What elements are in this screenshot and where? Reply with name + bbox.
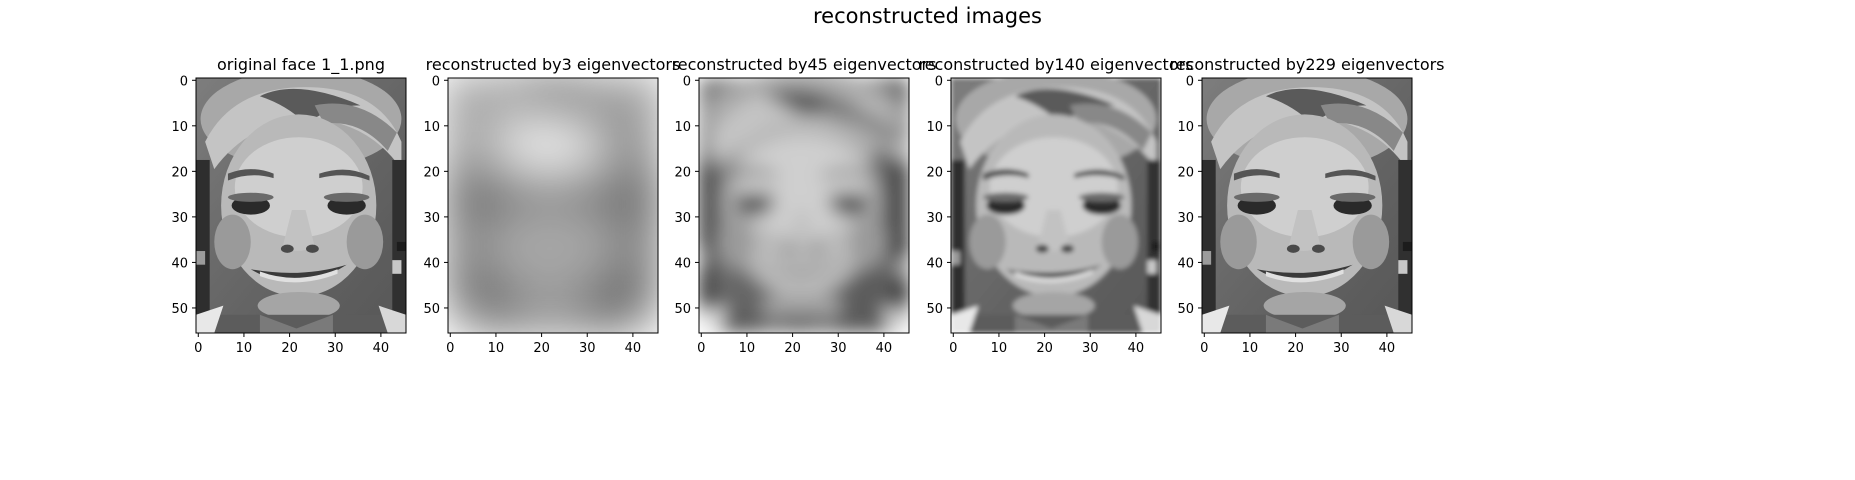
x-tick-label: 20 [1036,341,1053,356]
face-image [699,78,909,333]
x-tick-label: 20 [1287,341,1304,356]
y-tick-label: 0 [432,74,440,89]
y-tick-label: 50 [674,302,691,317]
y-tick-label: 50 [926,302,943,317]
y-tick-label: 0 [935,74,943,89]
x-tick-label: 10 [1242,341,1259,356]
y-tick-label: 10 [1177,120,1194,135]
x-tick-label: 10 [488,341,505,356]
x-tick-label: 10 [739,341,756,356]
y-tick-label: 40 [171,256,188,271]
x-tick-label: 0 [949,341,957,356]
x-tick-label: 40 [1128,341,1145,356]
y-tick-label: 20 [1177,165,1194,180]
y-tick-label: 50 [171,302,188,317]
x-tick-label: 20 [281,341,298,356]
x-tick-label: 0 [1200,341,1208,356]
y-tick-label: 20 [674,165,691,180]
figure-suptitle: reconstructed images [813,4,1042,28]
y-tick-label: 40 [1177,256,1194,271]
panel-title: reconstructed by45 eigenvectors [672,55,937,74]
axes-frame [950,77,1162,334]
y-tick-label: 10 [171,120,188,135]
face-image [196,78,406,333]
x-tick-label: 30 [327,341,344,356]
x-tick-label: 0 [194,341,202,356]
y-tick-label: 30 [1177,211,1194,226]
y-tick-label: 40 [423,256,440,271]
y-tick-label: 20 [926,165,943,180]
x-tick-label: 10 [236,341,253,356]
y-tick-label: 30 [674,211,691,226]
y-tick-label: 50 [423,302,440,317]
y-tick-label: 10 [423,120,440,135]
x-tick-label: 30 [1333,341,1350,356]
face-image [951,78,1161,333]
x-tick-label: 40 [876,341,893,356]
x-tick-label: 30 [1082,341,1099,356]
y-tick-label: 10 [926,120,943,135]
y-tick-label: 40 [674,256,691,271]
face-image [1202,78,1412,333]
x-tick-label: 30 [579,341,596,356]
axes-frame [1201,77,1413,334]
panel-title: reconstructed by140 eigenvectors [918,55,1193,74]
x-tick-label: 40 [1379,341,1396,356]
x-tick-label: 40 [373,341,390,356]
axes-frame [195,77,407,334]
x-tick-label: 30 [830,341,847,356]
x-tick-label: 20 [533,341,550,356]
x-tick-label: 40 [625,341,642,356]
y-tick-label: 30 [926,211,943,226]
y-tick-label: 20 [171,165,188,180]
y-tick-label: 30 [423,211,440,226]
face-image [448,78,658,333]
panel-title: original face 1_1.png [217,55,385,75]
y-tick-label: 0 [683,74,691,89]
y-tick-label: 10 [674,120,691,135]
y-tick-label: 50 [1177,302,1194,317]
axes-frame [698,77,910,334]
panel-title: reconstructed by229 eigenvectors [1169,55,1444,74]
x-tick-label: 10 [991,341,1008,356]
y-tick-label: 0 [180,74,188,89]
y-tick-label: 20 [423,165,440,180]
y-tick-label: 0 [1186,74,1194,89]
y-tick-label: 40 [926,256,943,271]
x-tick-label: 0 [446,341,454,356]
y-tick-label: 30 [171,211,188,226]
axes-frame [447,77,659,334]
image-panel-1: original face 1_1.png 0 10 20 30 40 0 10 20 30 40 5… [171,55,407,356]
x-tick-label: 0 [697,341,705,356]
panel-title: reconstructed by3 eigenvectors [426,55,681,74]
x-tick-label: 20 [784,341,801,356]
